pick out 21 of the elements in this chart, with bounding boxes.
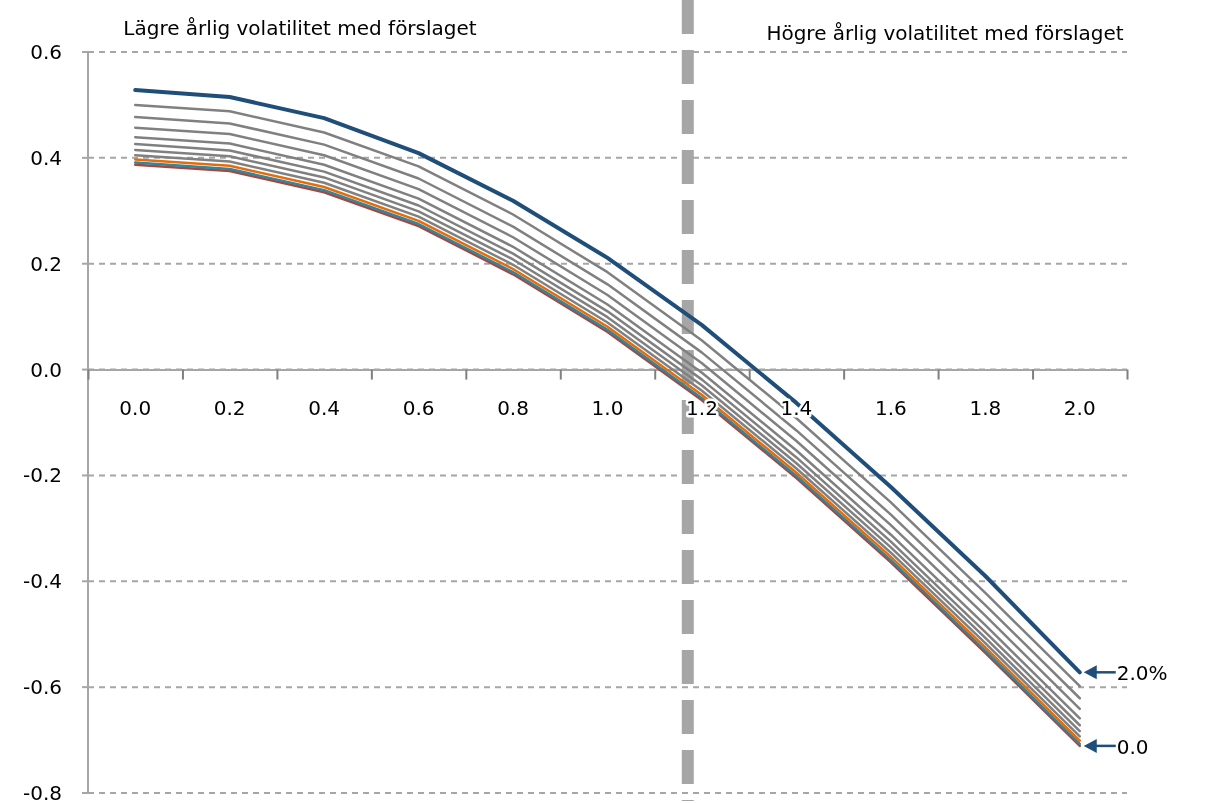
- x-tick-label: 1.8: [969, 395, 1002, 420]
- y-tick-label: -0.6: [22, 675, 62, 700]
- y-tick-label: 0.4: [30, 145, 62, 170]
- x-tick-label: 0.0: [119, 395, 152, 420]
- annotation: 0.0: [1116, 734, 1149, 759]
- text: Lägre årlig volatilitet med förslaget: [123, 16, 477, 40]
- y-tick-label: 0.0: [30, 357, 62, 382]
- x-tick-label: 0.2: [213, 395, 246, 420]
- x-tick-label: 1.6: [874, 395, 907, 420]
- x-tick-label: 0.4: [308, 395, 341, 420]
- y-tick-label: -0.8: [22, 781, 62, 803]
- text: Högre årlig volatilitet med förslaget: [766, 21, 1124, 45]
- y-tick-label: -0.4: [22, 569, 62, 594]
- annotation: 2.0%: [1116, 661, 1168, 686]
- x-tick-label: 1.0: [591, 395, 624, 420]
- x-tick-label: 0.6: [402, 395, 435, 420]
- y-tick-label: 0.6: [30, 40, 62, 64]
- x-tick-label: 2.0: [1063, 395, 1096, 420]
- y-tick-label: -0.2: [22, 463, 62, 488]
- y-tick-label: 0.2: [30, 251, 62, 276]
- x-tick-label: 0.8: [497, 395, 529, 420]
